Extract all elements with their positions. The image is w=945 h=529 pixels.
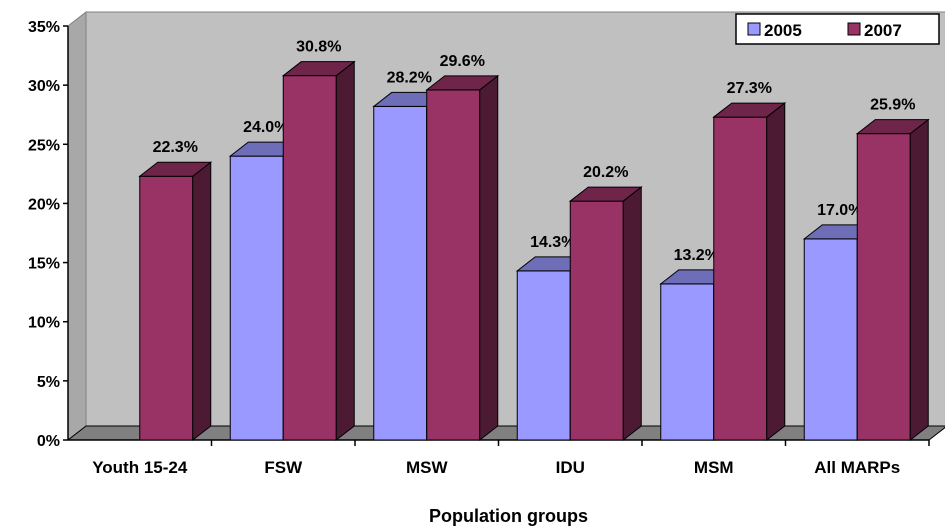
x-tick-label: All MARPs xyxy=(814,458,900,477)
bar-front-2005 xyxy=(516,270,571,441)
legend-box xyxy=(735,13,940,45)
data-label: 25.9% xyxy=(870,97,915,114)
bar-top-2007 xyxy=(568,186,643,202)
bar-side-2007 xyxy=(766,102,786,442)
legend-swatch-2005 xyxy=(747,22,761,36)
bar-front-2007 xyxy=(139,175,194,441)
bar-top-2007 xyxy=(425,75,500,91)
data-label: 17.0% xyxy=(817,202,862,219)
legend-swatch-2007 xyxy=(847,22,861,36)
bar-side-2007 xyxy=(622,186,642,442)
bar-side-2007 xyxy=(335,60,355,442)
bar-side-2007 xyxy=(909,118,929,442)
y-tick-label: 35% xyxy=(28,19,60,36)
x-tick-label: MSM xyxy=(694,458,734,477)
bar-front-2005 xyxy=(803,238,858,441)
y-tick-label: 15% xyxy=(28,256,60,273)
y-tick-label: 30% xyxy=(28,78,60,95)
bar-front-2005 xyxy=(660,283,715,441)
y-tick-label: 10% xyxy=(28,315,60,332)
data-label: 27.3% xyxy=(727,80,772,97)
bar-side-2007 xyxy=(192,161,212,442)
data-label: 28.2% xyxy=(387,69,432,86)
legend-label: 2005 xyxy=(764,21,802,40)
bar-front-2007 xyxy=(856,133,911,441)
y-tick-label: 25% xyxy=(28,137,60,154)
data-label: 22.3% xyxy=(153,139,198,156)
x-tick-label: IDU xyxy=(556,458,585,477)
bar-top-2007 xyxy=(855,119,930,135)
data-label: 30.8% xyxy=(296,39,341,56)
bar-top-2007 xyxy=(712,102,787,118)
bar-front-2007 xyxy=(282,75,337,441)
x-tick-label: MSW xyxy=(406,458,449,477)
data-label: 29.6% xyxy=(440,53,485,70)
x-tick-label: Youth 15-24 xyxy=(92,458,188,477)
data-label: 13.2% xyxy=(674,247,719,264)
bar-top-2007 xyxy=(138,161,213,177)
bar-front-2007 xyxy=(426,89,481,441)
data-label: 20.2% xyxy=(583,164,628,181)
x-tick-label: FSW xyxy=(264,458,303,477)
data-label: 24.0% xyxy=(243,119,288,136)
bar-front-2007 xyxy=(713,116,768,441)
bar-front-2005 xyxy=(373,105,428,441)
y-tick-label: 5% xyxy=(37,374,60,391)
bar-front-2005 xyxy=(229,155,284,441)
chart-side-wall xyxy=(67,10,87,442)
y-tick-label: 20% xyxy=(28,196,60,213)
data-label: 14.3% xyxy=(530,234,575,251)
bar-side-2007 xyxy=(479,74,499,442)
bar-front-2007 xyxy=(569,200,624,441)
legend-label: 2007 xyxy=(864,21,902,40)
x-axis-title: Population groups xyxy=(429,506,588,526)
bar-top-2007 xyxy=(281,61,356,77)
y-tick-label: 0% xyxy=(37,433,60,450)
